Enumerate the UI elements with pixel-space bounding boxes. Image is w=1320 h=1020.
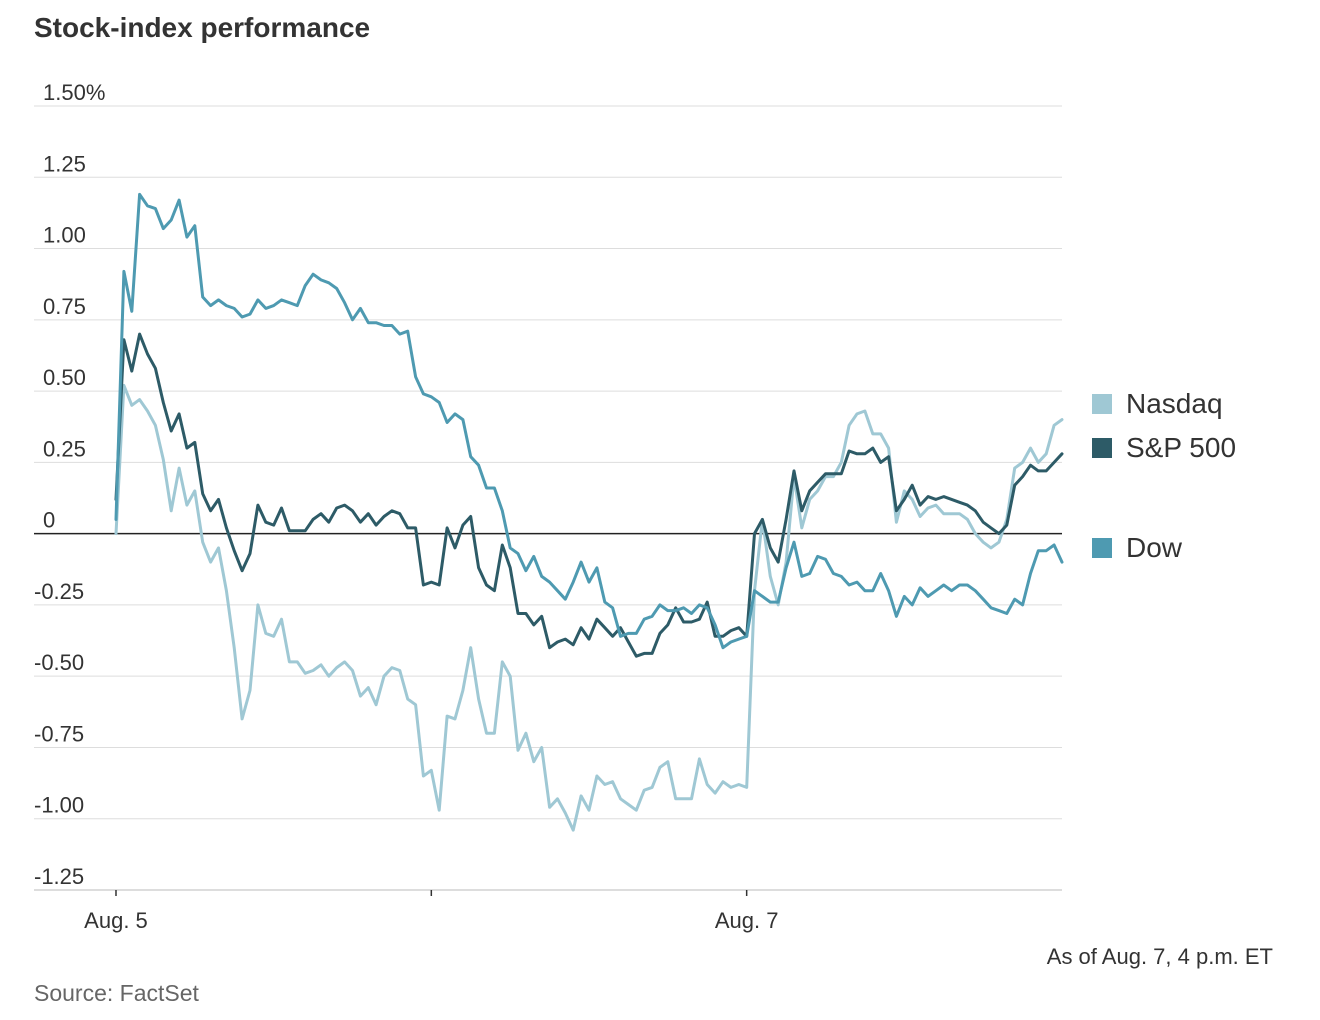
y-tick-label: -1.25	[34, 864, 84, 889]
y-tick-label: -0.25	[34, 579, 84, 604]
y-axis-tick-labels: 1.50% 1.25 1.00 0.75 0.50 0.25 0 -0.25 -0.50 -0.7…	[34, 80, 105, 889]
x-tick-label: Aug. 5	[84, 908, 148, 933]
y-tick-label: 0.75	[43, 294, 86, 319]
chart-title: Stock-index performance	[34, 12, 371, 43]
y-tick-label: 1.00	[43, 223, 86, 248]
legend-swatch	[1092, 394, 1112, 414]
legend-label: Nasdaq	[1126, 388, 1223, 419]
legend-label: Dow	[1126, 532, 1183, 563]
series-line-dow	[114, 192, 1064, 650]
series-line-s-p-500	[114, 332, 1064, 658]
legend-item: Nasdaq	[1092, 388, 1223, 420]
timestamp-note: As of Aug. 7, 4 p.m. ET	[1046, 944, 1273, 969]
legend-item: S&P 500	[1092, 432, 1236, 464]
legend-label: S&P 500	[1126, 432, 1237, 463]
y-tick-label: 1.25	[43, 151, 86, 176]
y-tick-label: 0	[43, 508, 55, 533]
grid-lines	[34, 105, 1062, 891]
legend-swatch	[1092, 438, 1112, 458]
y-tick-label: -0.50	[34, 650, 84, 675]
y-tick-label: 0.50	[43, 365, 86, 390]
y-tick-label: -1.00	[34, 793, 84, 818]
series-lines	[114, 192, 1064, 832]
x-tick-label: Aug. 7	[715, 908, 779, 933]
source-note: Source: FactSet	[34, 980, 199, 1006]
legend-item: Dow	[1092, 532, 1182, 564]
legend-swatch	[1092, 538, 1112, 558]
x-axis: Aug. 5 Aug. 7	[34, 889, 1062, 933]
y-tick-label: 0.25	[43, 436, 86, 461]
y-tick-label: -0.75	[34, 721, 84, 746]
series-line-nasdaq	[114, 383, 1064, 832]
y-tick-label: 1.50%	[43, 80, 105, 105]
